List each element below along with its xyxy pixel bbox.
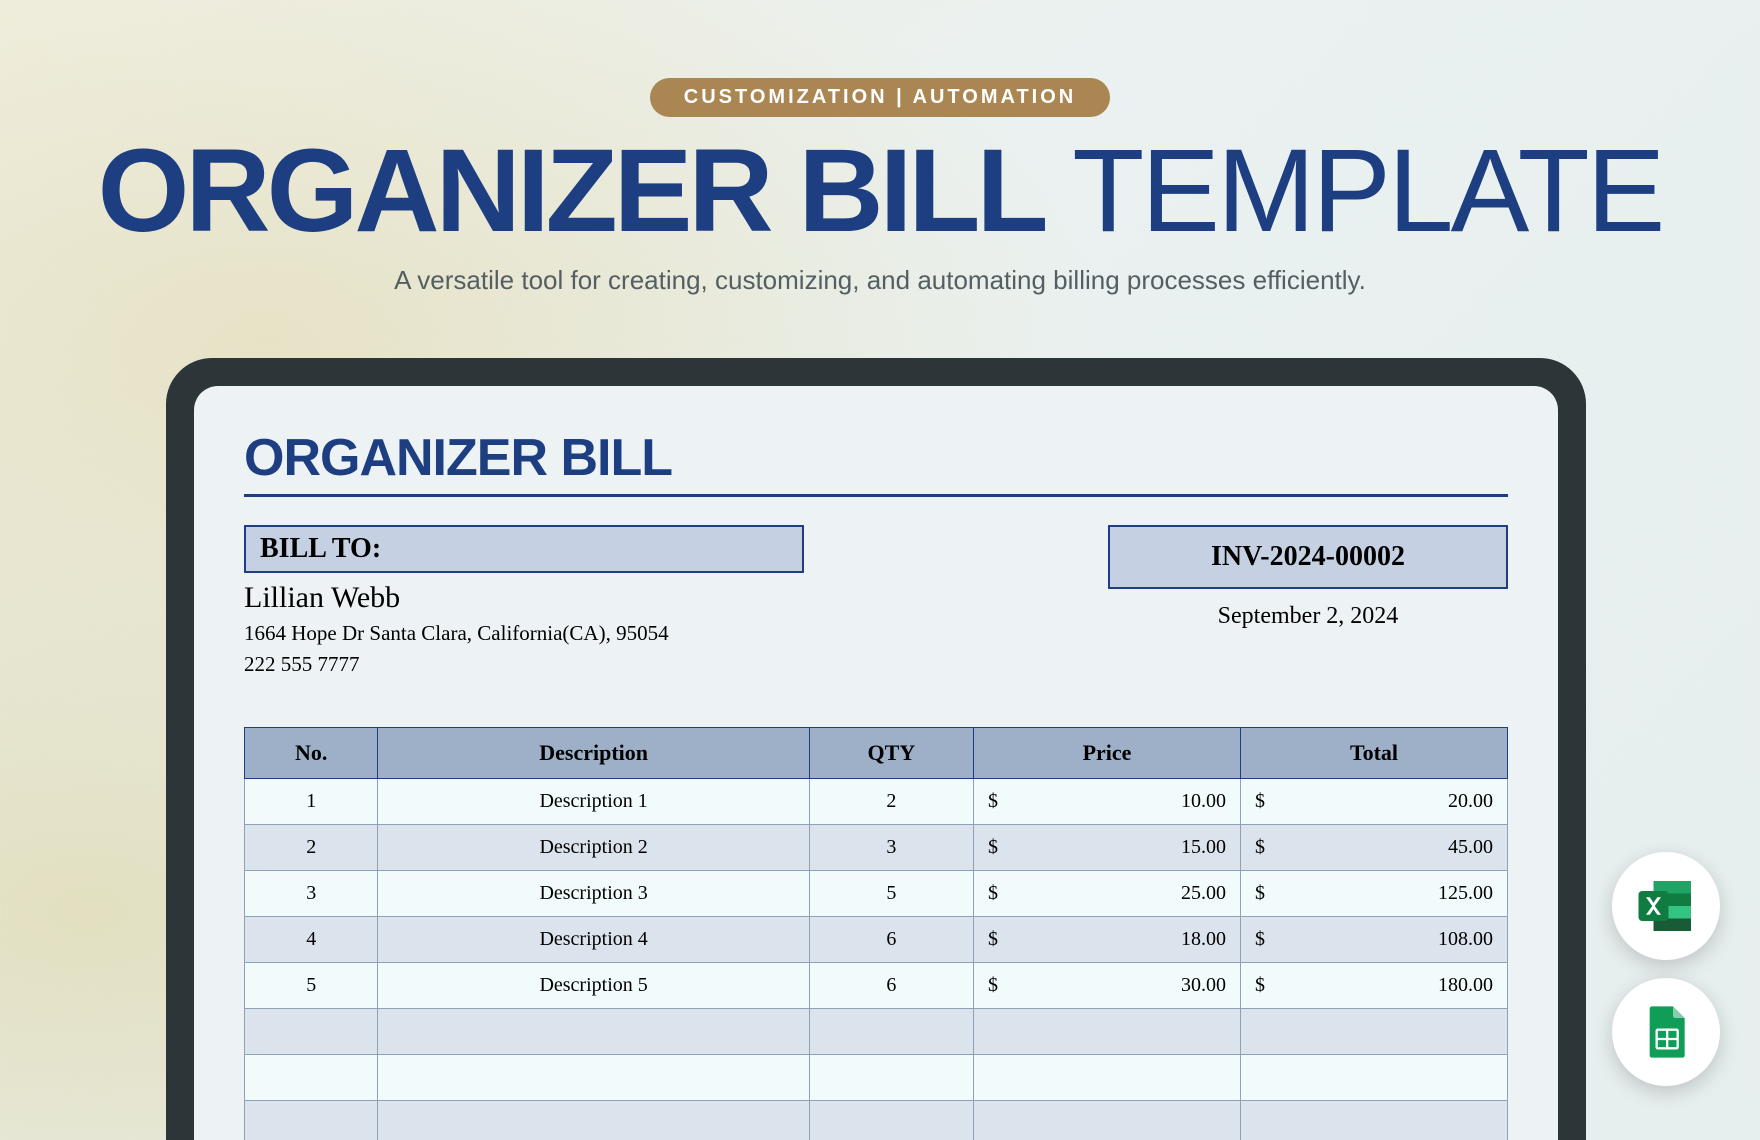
cell-no: 5 — [245, 963, 378, 1009]
cell-no: 2 — [245, 825, 378, 871]
hero: CUSTOMIZATION | AUTOMATION ORGANIZER BIL… — [0, 0, 1760, 296]
cell-desc: Description 2 — [378, 825, 809, 871]
title-rule — [244, 494, 1508, 497]
cell-price: $25.00 — [974, 871, 1241, 917]
document-screen: ORGANIZER BILL BILL TO: Lillian Webb 166… — [194, 386, 1558, 1140]
cell-desc: Description 4 — [378, 917, 809, 963]
col-total: Total — [1241, 728, 1508, 779]
invoice-block: INV-2024-00002 September 2, 2024 — [1108, 525, 1508, 630]
cell-price: $10.00 — [974, 779, 1241, 825]
customer-name: Lillian Webb — [244, 581, 804, 615]
table-row: 5Description 56$30.00$180.00 — [245, 963, 1508, 1009]
document-title: ORGANIZER BILL — [244, 428, 1508, 488]
items-table: No. Description QTY Price Total 1Descrip… — [244, 727, 1508, 1140]
table-row-empty — [245, 1101, 1508, 1140]
col-no: No. — [245, 728, 378, 779]
cell-no: 3 — [245, 871, 378, 917]
category-pill: CUSTOMIZATION | AUTOMATION — [650, 78, 1110, 117]
customer-phone: 222 555 7777 — [244, 652, 804, 677]
table-row: 4Description 46$18.00$108.00 — [245, 917, 1508, 963]
info-row: BILL TO: Lillian Webb 1664 Hope Dr Santa… — [244, 525, 1508, 677]
cell-desc: Description 1 — [378, 779, 809, 825]
google-sheets-icon — [1638, 1004, 1694, 1060]
title-light: TEMPLATE — [1045, 125, 1663, 257]
col-qty: QTY — [809, 728, 973, 779]
cell-price: $30.00 — [974, 963, 1241, 1009]
cell-qty: 3 — [809, 825, 973, 871]
cell-price: $15.00 — [974, 825, 1241, 871]
invoice-date: September 2, 2024 — [1108, 603, 1508, 630]
col-price: Price — [974, 728, 1241, 779]
cell-qty: 6 — [809, 963, 973, 1009]
title-bold: ORGANIZER BILL — [98, 125, 1045, 257]
sheets-download-button[interactable] — [1612, 978, 1720, 1086]
cell-price: $18.00 — [974, 917, 1241, 963]
page-subtitle: A versatile tool for creating, customizi… — [0, 265, 1760, 296]
bill-to-label: BILL TO: — [244, 525, 804, 573]
cell-desc: Description 5 — [378, 963, 809, 1009]
cell-total: $125.00 — [1241, 871, 1508, 917]
customer-address: 1664 Hope Dr Santa Clara, California(CA)… — [244, 621, 804, 646]
table-row-empty — [245, 1009, 1508, 1055]
table-row-empty — [245, 1055, 1508, 1101]
tablet-frame: ORGANIZER BILL BILL TO: Lillian Webb 166… — [166, 358, 1586, 1140]
col-desc: Description — [378, 728, 809, 779]
cell-total: $108.00 — [1241, 917, 1508, 963]
cell-total: $20.00 — [1241, 779, 1508, 825]
table-row: 2Description 23$15.00$45.00 — [245, 825, 1508, 871]
cell-qty: 2 — [809, 779, 973, 825]
cell-total: $180.00 — [1241, 963, 1508, 1009]
cell-total: $45.00 — [1241, 825, 1508, 871]
table-row: 1Description 12$10.00$20.00 — [245, 779, 1508, 825]
cell-desc: Description 3 — [378, 871, 809, 917]
cell-qty: 5 — [809, 871, 973, 917]
cell-qty: 6 — [809, 917, 973, 963]
table-row: 3Description 35$25.00$125.00 — [245, 871, 1508, 917]
excel-icon — [1636, 876, 1696, 936]
table-header-row: No. Description QTY Price Total — [245, 728, 1508, 779]
excel-download-button[interactable] — [1612, 852, 1720, 960]
bill-to-block: BILL TO: Lillian Webb 1664 Hope Dr Santa… — [244, 525, 804, 677]
invoice-number: INV-2024-00002 — [1108, 525, 1508, 589]
page-title: ORGANIZER BILL TEMPLATE — [0, 123, 1760, 259]
cell-no: 1 — [245, 779, 378, 825]
cell-no: 4 — [245, 917, 378, 963]
